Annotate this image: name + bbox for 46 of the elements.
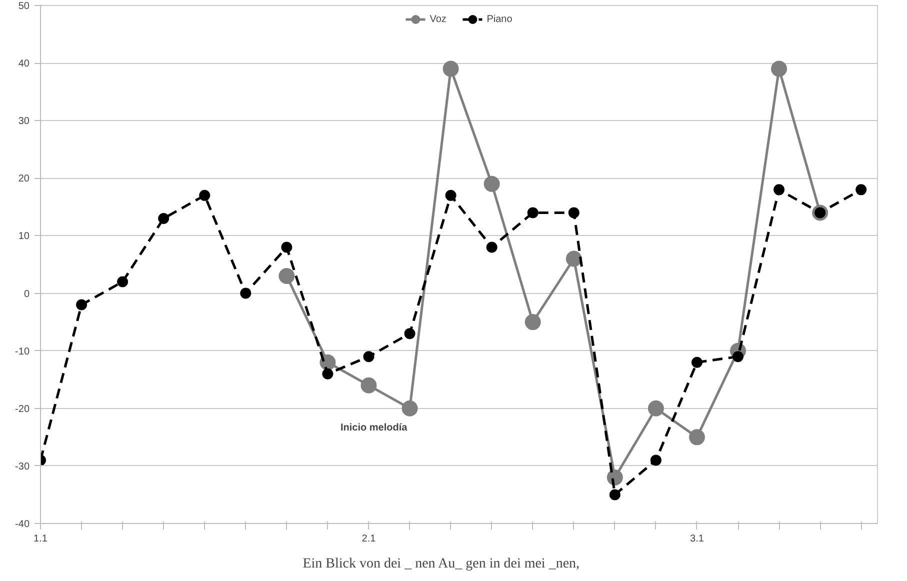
x-tick-label: 1.1: [34, 534, 48, 544]
point: [240, 288, 252, 299]
point: [609, 489, 620, 500]
point: [402, 400, 418, 416]
y-tick-label: -10: [15, 346, 30, 358]
y-tick-label: 20: [18, 174, 30, 185]
point: [281, 242, 292, 253]
point: [442, 60, 459, 77]
x-tick-label: 3.1: [690, 534, 704, 544]
point: [566, 250, 582, 267]
point: [486, 242, 498, 253]
point: [524, 314, 541, 330]
y-tick-label: 0: [24, 288, 30, 300]
point: [688, 429, 705, 446]
point: [650, 454, 662, 466]
y-tick-label: -40: [15, 519, 30, 530]
point: [484, 176, 500, 192]
point: [774, 184, 785, 196]
point: [404, 328, 416, 340]
legend-label: Piano: [486, 14, 512, 24]
point: [76, 299, 88, 310]
y-tick-label: 30: [18, 116, 30, 128]
y-tick-label: -30: [15, 461, 30, 472]
point: [360, 377, 377, 394]
point: [691, 356, 702, 368]
text: Ein Blick von dei _ nen Au_ gen in dei mei _nen,: [302, 556, 580, 572]
point: [117, 276, 128, 288]
point: [732, 351, 744, 362]
point: [278, 268, 295, 284]
point: [568, 207, 580, 218]
y-tick-label: 10: [18, 231, 30, 242]
legend-label: Voz: [430, 14, 448, 24]
y-tick-label: -20: [15, 404, 30, 415]
point: [856, 184, 867, 196]
point: [322, 368, 334, 380]
point: [199, 190, 210, 201]
point: [445, 190, 456, 201]
x-tick-label: 2.1: [362, 534, 376, 544]
annotation: Inicio melodía: [340, 422, 408, 434]
point: [771, 60, 788, 77]
point: [648, 400, 664, 416]
y-tick-label: 50: [18, 1, 30, 12]
y-tick-label: 40: [18, 58, 30, 70]
point: [363, 351, 374, 362]
point: [527, 207, 538, 218]
point: [158, 212, 170, 224]
